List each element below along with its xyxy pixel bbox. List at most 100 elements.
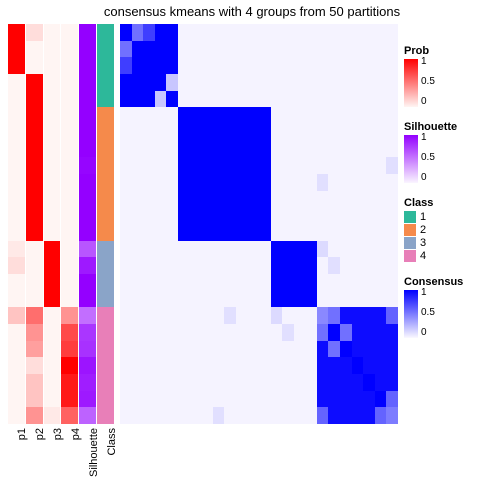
heatmap-cell (375, 307, 387, 324)
heatmap-cell (132, 107, 144, 124)
heatmap-cell (294, 374, 306, 391)
heatmap-cell (317, 224, 329, 241)
heatmap-cell (155, 341, 167, 358)
heatmap-cell (236, 107, 248, 124)
heatmap-cell (305, 141, 317, 158)
heatmap-cell (375, 157, 387, 174)
anno-cell (44, 174, 61, 191)
anno-cell (61, 207, 78, 224)
tick-label: 0.5 (421, 77, 435, 87)
heatmap-cell (201, 91, 213, 108)
heatmap-cell (352, 74, 364, 91)
anno-cell (97, 274, 114, 291)
heatmap-cell (259, 157, 271, 174)
heatmap-cell (282, 241, 294, 258)
heatmap-cell (178, 124, 190, 141)
heatmap-cell (132, 357, 144, 374)
heatmap-cell (340, 91, 352, 108)
heatmap-cell (201, 107, 213, 124)
heatmap-cell (143, 74, 155, 91)
heatmap-cell (213, 157, 225, 174)
heatmap-cell (271, 74, 283, 91)
anno-cell (79, 391, 96, 408)
heatmap-cell (294, 391, 306, 408)
heatmap-cell (201, 241, 213, 258)
heatmap-cell (189, 407, 201, 424)
heatmap-cell (166, 241, 178, 258)
anno-cell (97, 41, 114, 58)
heatmap-cell (155, 124, 167, 141)
heatmap-cell (178, 291, 190, 308)
heatmap-cell (213, 274, 225, 291)
heatmap-cell (317, 157, 329, 174)
anno-cell (79, 257, 96, 274)
heatmap-cell (201, 291, 213, 308)
heatmap-cell (224, 274, 236, 291)
heatmap-cell (166, 91, 178, 108)
heatmap-cell (305, 274, 317, 291)
anno-cell (8, 357, 25, 374)
heatmap-cell (271, 357, 283, 374)
annotation-tracks (8, 24, 114, 424)
heatmap-cell (166, 157, 178, 174)
heatmap-cell (386, 407, 398, 424)
anno-cell (61, 391, 78, 408)
heatmap-cell (120, 191, 132, 208)
heatmap-cell (352, 341, 364, 358)
heatmap-cell (386, 141, 398, 158)
anno-cell (44, 257, 61, 274)
heatmap-cell (120, 207, 132, 224)
heatmap-cell (271, 124, 283, 141)
heatmap-cell (317, 141, 329, 158)
heatmap-cell (328, 41, 340, 58)
heatmap-cell (247, 407, 259, 424)
anno-cell (79, 141, 96, 158)
heatmap-cell (143, 157, 155, 174)
anno-cell (8, 407, 25, 424)
heatmap-cell (259, 324, 271, 341)
heatmap-cell (236, 41, 248, 58)
heatmap-cell (305, 257, 317, 274)
heatmap-cell (132, 191, 144, 208)
legend-title: Consensus (404, 276, 499, 288)
heatmap-row (120, 191, 398, 208)
heatmap-cell (328, 91, 340, 108)
heatmap-cell (236, 241, 248, 258)
heatmap-cell (143, 241, 155, 258)
heatmap-cell (259, 91, 271, 108)
class-label: 1 (420, 211, 426, 223)
heatmap-cell (259, 391, 271, 408)
anno-cell (8, 224, 25, 241)
heatmap-cell (271, 224, 283, 241)
heatmap-cell (224, 141, 236, 158)
heatmap-cell (305, 41, 317, 58)
anno-cell (44, 157, 61, 174)
heatmap-cell (352, 207, 364, 224)
heatmap-cell (132, 91, 144, 108)
anno-cell (8, 307, 25, 324)
heatmap-cell (213, 107, 225, 124)
heatmap-cell (120, 41, 132, 58)
heatmap-cell (271, 241, 283, 258)
heatmap-cell (120, 91, 132, 108)
heatmap-cell (201, 341, 213, 358)
heatmap-cell (132, 257, 144, 274)
anno-cell (97, 307, 114, 324)
heatmap-cell (132, 324, 144, 341)
heatmap-cell (271, 374, 283, 391)
heatmap-cell (178, 224, 190, 241)
heatmap-cell (178, 274, 190, 291)
heatmap-cell (143, 291, 155, 308)
heatmap-cell (352, 191, 364, 208)
heatmap-cell (328, 191, 340, 208)
anno-cell (26, 291, 43, 308)
heatmap-cell (201, 191, 213, 208)
tick-label: 1 (421, 133, 427, 143)
heatmap-cell (294, 307, 306, 324)
heatmap-cell (328, 124, 340, 141)
heatmap-cell (328, 291, 340, 308)
heatmap-cell (166, 374, 178, 391)
heatmap-cell (236, 391, 248, 408)
anno-col-p4 (61, 24, 78, 424)
heatmap-cell (282, 74, 294, 91)
